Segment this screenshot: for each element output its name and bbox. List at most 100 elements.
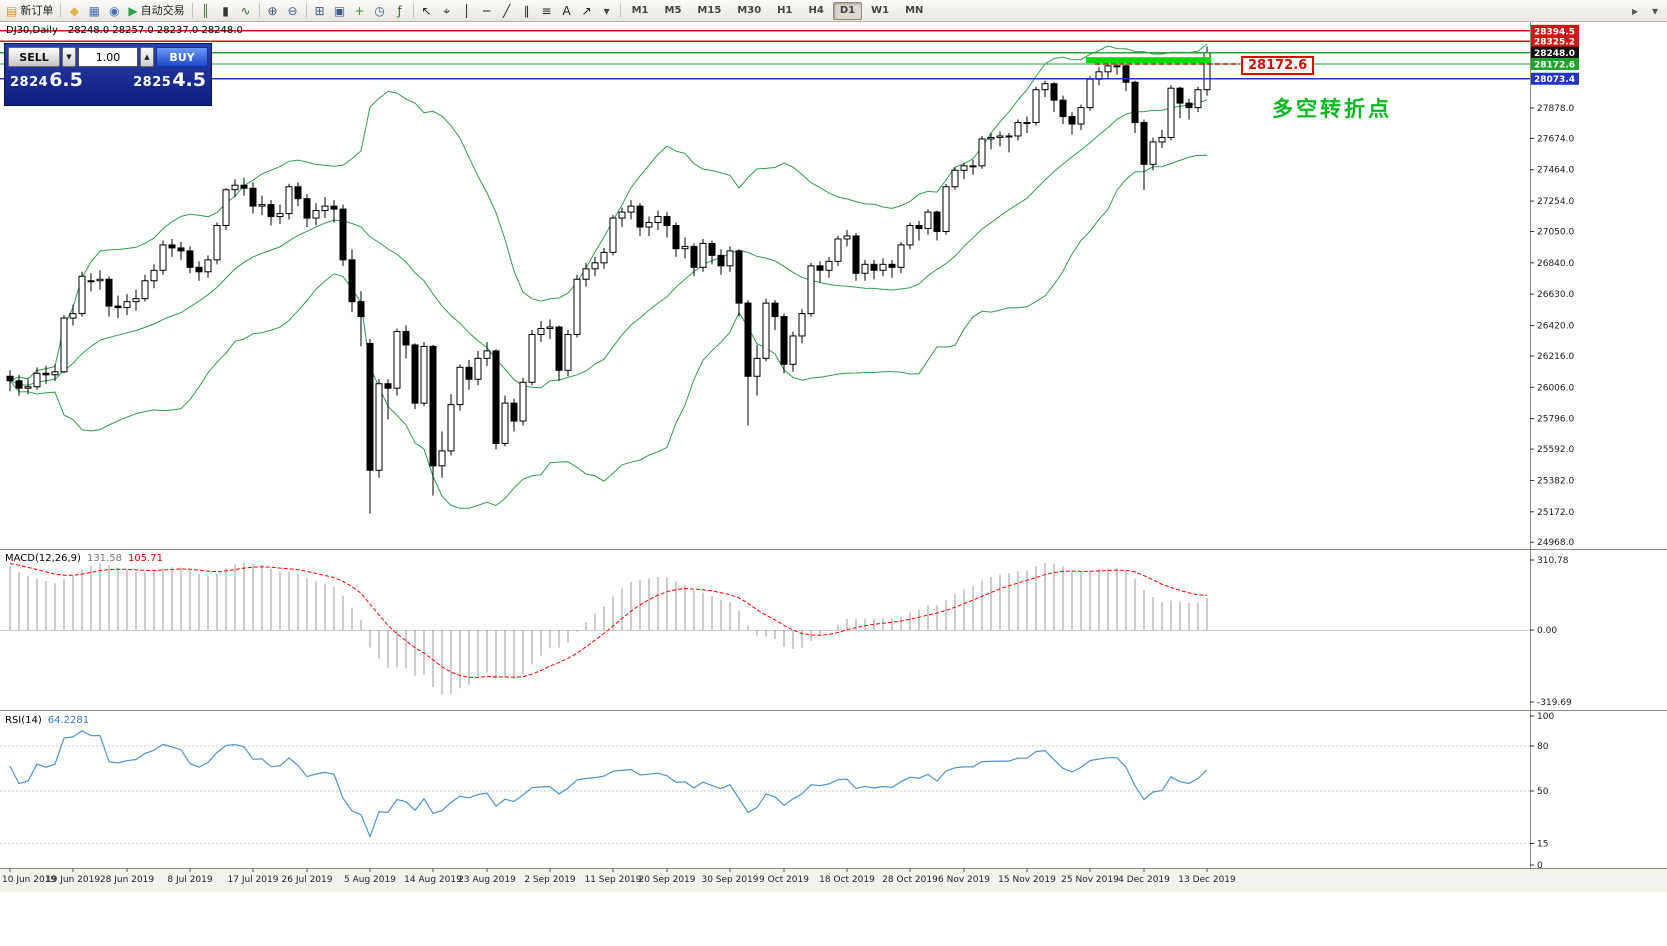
timeframe-m15[interactable]: M15 — [690, 2, 728, 20]
zoom-out-icon[interactable]: ⊖ — [283, 1, 303, 21]
arrows-icon[interactable]: ↗ — [577, 1, 597, 21]
timeframe-h4[interactable]: H4 — [802, 2, 831, 20]
timeframe-m5[interactable]: M5 — [658, 2, 689, 20]
svg-text:-319.69: -319.69 — [1537, 698, 1572, 708]
svg-text:20 Sep 2019: 20 Sep 2019 — [638, 875, 695, 885]
svg-text:26420.0: 26420.0 — [1537, 322, 1574, 332]
toolbar-separator — [258, 3, 260, 18]
svg-text:28 Jun 2019: 28 Jun 2019 — [100, 875, 154, 885]
svg-text:28 Oct 2019: 28 Oct 2019 — [882, 875, 938, 885]
svg-text:4 Dec 2019: 4 Dec 2019 — [1118, 875, 1170, 885]
svg-text:10 Jun 2019: 10 Jun 2019 — [2, 875, 56, 885]
svg-text:27254.0: 27254.0 — [1537, 197, 1574, 207]
toolbar-right-group: ▸ ▾ — [1625, 0, 1665, 22]
svg-text:26840.0: 26840.0 — [1537, 259, 1574, 269]
svg-text:26 Jul 2019: 26 Jul 2019 — [282, 875, 333, 885]
macd-panel: 310.78 0.00 -319.69 — [0, 556, 1572, 708]
toolbar-separator — [412, 3, 414, 18]
svg-text:13 Dec 2019: 13 Dec 2019 — [1178, 875, 1236, 885]
chart-symbol-period: DJ30,Daily — [6, 25, 58, 36]
svg-text:15: 15 — [1537, 840, 1548, 850]
rsi-label: RSI(14) 64.2281 — [5, 715, 90, 726]
new-order-button[interactable]: ▤ 新订单 — [2, 1, 57, 21]
sell-button[interactable]: SELL — [8, 47, 60, 67]
data-window-icon[interactable]: ▦ — [84, 1, 104, 21]
timeframe-m30[interactable]: M30 — [730, 2, 768, 20]
price-tag-label: 28172.6 — [1241, 56, 1315, 75]
svg-text:28394.5: 28394.5 — [1534, 27, 1575, 37]
cursor-icon[interactable]: ↖ — [417, 1, 437, 21]
tile-windows-icon[interactable]: ⊞ — [310, 1, 330, 21]
svg-text:26006.0: 26006.0 — [1537, 383, 1574, 393]
svg-text:24968.0: 24968.0 — [1537, 538, 1574, 548]
svg-text:25382.0: 25382.0 — [1537, 476, 1574, 486]
text-icon[interactable]: A — [557, 1, 577, 21]
buy-button[interactable]: BUY — [156, 47, 208, 67]
toolbar-separator — [619, 3, 621, 18]
crosshair-icon[interactable]: ⌖ — [437, 1, 457, 21]
svg-text:5 Aug 2019: 5 Aug 2019 — [344, 875, 396, 885]
chart-ohlc-values: 28248.0 28257.0 28237.0 28248.0 — [67, 25, 243, 36]
timeframe-group: M1 M5 M15 M30 H1 H4 D1 W1 MN — [624, 0, 932, 22]
chart-shift-icon[interactable]: ▸ — [1625, 1, 1645, 21]
auto-scroll-icon[interactable]: ▾ — [1645, 1, 1665, 21]
horizontal-line-icon[interactable]: ─ — [477, 1, 497, 21]
toolbar-separator — [60, 3, 62, 18]
svg-text:27464.0: 27464.0 — [1537, 166, 1574, 176]
one-click-trading-panel[interactable]: SELL ▼ ▲ BUY 2824 6.5 2825 4.5 — [4, 43, 212, 106]
new-chart-icon[interactable]: + — [350, 1, 370, 21]
volume-increase-button[interactable]: ▲ — [140, 47, 154, 67]
timeframe-mn[interactable]: MN — [898, 2, 930, 20]
period-icon[interactable]: ◷ — [370, 1, 390, 21]
svg-text:28172.6: 28172.6 — [1534, 60, 1575, 70]
svg-text:25796.0: 25796.0 — [1537, 415, 1574, 425]
autotrade-button[interactable]: ▶ 自动交易 — [124, 1, 188, 21]
turning-point-annotation: 多空转折点 — [1272, 97, 1392, 121]
line-chart-type-icon[interactable]: ∿ — [236, 1, 256, 21]
support-highlight-bar[interactable] — [1086, 57, 1211, 64]
timeframe-d1[interactable]: D1 — [832, 1, 863, 20]
price-axis[interactable]: 27878.0 27674.0 27464.0 27254.0 27050.0 26840… — [1530, 24, 1579, 548]
svg-text:0.00: 0.00 — [1537, 626, 1557, 636]
fibonacci-icon[interactable]: ≡ — [537, 1, 557, 21]
vertical-line-icon[interactable]: │ — [457, 1, 477, 21]
toolbar-separator — [305, 3, 307, 18]
toolbar-left-group: ▤ 新订单 ◆ ▦ ◉ ▶ 自动交易 ║ ▮ ∿ ⊕ ⊖ ⊞ ▣ + ◷ ƒ ↖ ⌖ │ ─ ╱ ∥ ≡ A ↗ ▾ — [2, 0, 624, 22]
panel-chrome — [0, 22, 1667, 892]
svg-text:14 Aug 2019: 14 Aug 2019 — [404, 875, 462, 885]
sell-price: 2824 6.5 — [10, 69, 83, 91]
svg-text:50: 50 — [1537, 787, 1549, 797]
svg-text:310.78: 310.78 — [1537, 556, 1569, 566]
svg-text:25 Nov 2019: 25 Nov 2019 — [1061, 875, 1119, 885]
market-watch-icon[interactable]: ◆ — [64, 1, 84, 21]
svg-text:25592.0: 25592.0 — [1537, 445, 1574, 455]
svg-text:25172.0: 25172.0 — [1537, 508, 1574, 518]
navigator-icon[interactable]: ◉ — [104, 1, 124, 21]
timeframe-w1[interactable]: W1 — [864, 2, 896, 20]
svg-text:8 Jul 2019: 8 Jul 2019 — [167, 875, 212, 885]
bar-chart-type-icon[interactable]: ║ — [196, 1, 216, 21]
svg-text:9 Oct 2019: 9 Oct 2019 — [759, 875, 809, 885]
toolbar: ▤ 新订单 ◆ ▦ ◉ ▶ 自动交易 ║ ▮ ∿ ⊕ ⊖ ⊞ ▣ + ◷ ƒ ↖ ⌖ │ ─ ╱ ∥ ≡ A ↗ ▾ M1 M5 M15… — [0, 0, 1667, 22]
volume-decrease-button[interactable]: ▼ — [62, 47, 76, 67]
svg-text:27878.0: 27878.0 — [1537, 104, 1574, 114]
indicators-icon[interactable]: ƒ — [390, 1, 410, 21]
volume-input[interactable] — [78, 47, 138, 67]
shapes-dropdown-icon[interactable]: ▾ — [597, 1, 617, 21]
svg-text:80: 80 — [1537, 742, 1549, 752]
bollinger-bands — [9, 43, 1208, 509]
timeframe-h1[interactable]: H1 — [770, 2, 799, 20]
cascade-windows-icon[interactable]: ▣ — [330, 1, 350, 21]
svg-text:0: 0 — [1537, 861, 1543, 871]
channel-icon[interactable]: ∥ — [517, 1, 537, 21]
svg-text:28073.4: 28073.4 — [1534, 75, 1575, 85]
horizontal-lines[interactable] — [0, 30, 1530, 80]
trendline-icon[interactable]: ╱ — [497, 1, 517, 21]
svg-text:26630.0: 26630.0 — [1537, 290, 1574, 300]
candlestick-chart-type-icon[interactable]: ▮ — [216, 1, 236, 21]
svg-text:2 Sep 2019: 2 Sep 2019 — [524, 875, 576, 885]
zoom-in-icon[interactable]: ⊕ — [263, 1, 283, 21]
timeframe-m1[interactable]: M1 — [625, 2, 656, 20]
